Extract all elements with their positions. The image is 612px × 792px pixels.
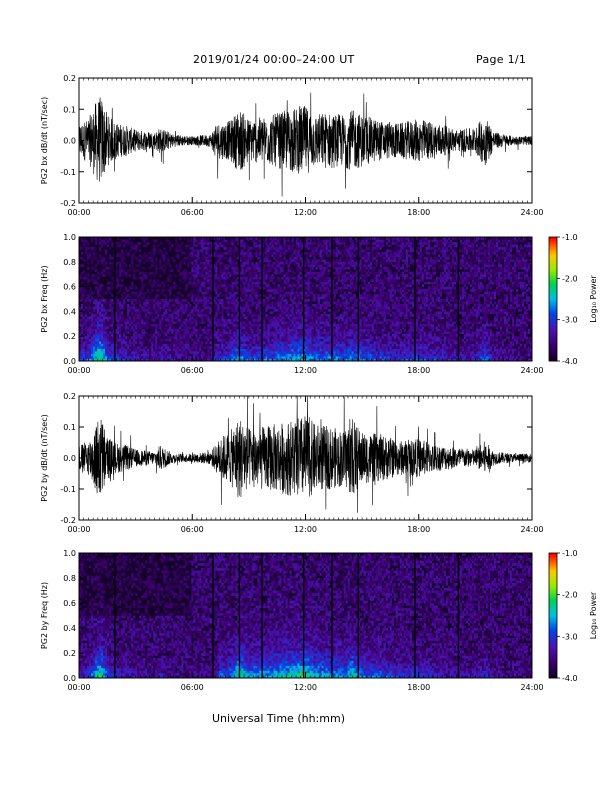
y-tick-label: 0.2: [63, 74, 76, 83]
y-tick-label: 0.8: [63, 574, 76, 583]
x-tick-label: 12:00: [294, 683, 317, 692]
y-tick-label: -0.1: [60, 168, 76, 177]
colorbar-tick-label: -2.0: [562, 591, 578, 600]
y-tick-label: 0.0: [63, 137, 76, 146]
x-tick-label: 12:00: [294, 366, 317, 375]
x-tick-label: 06:00: [181, 366, 204, 375]
x-tick-label: 06:00: [181, 683, 204, 692]
panel-2: [79, 237, 532, 361]
y-tick-label: 0.0: [63, 674, 76, 683]
colorbar: [549, 553, 560, 678]
x-tick-label: 24:00: [520, 683, 543, 692]
y-tick-label: 0.8: [63, 258, 76, 267]
x-tick-label: 00:00: [67, 208, 90, 217]
panel-1: [79, 78, 532, 203]
y-tick-label: -0.2: [60, 516, 76, 525]
y-tick-label: -0.1: [60, 485, 76, 494]
colorbar-tick-label: -1.0: [562, 233, 578, 242]
y-tick-label: 0.1: [63, 423, 76, 432]
y-tick-label: 0.6: [63, 283, 76, 292]
y-axis-title: PG2 by dB/dt (nT/sec): [40, 414, 49, 501]
y-tick-label: 0.0: [63, 357, 76, 366]
panel-3: [79, 396, 532, 520]
colorbar-label: Log₁₀ Power: [589, 275, 598, 323]
y-tick-label: 0.2: [63, 392, 76, 401]
y-tick-label: 0.4: [63, 624, 76, 633]
y-tick-label: 0.0: [63, 454, 76, 463]
dbdt-trace: [79, 396, 532, 513]
x-tick-label: 18:00: [407, 683, 430, 692]
magnetometer-figure: 00:00 06:00 12:00 18:00 24:00 -0.2 -0.1 0.0 0.1 0…: [0, 0, 612, 792]
x-tick-label: 24:00: [520, 366, 543, 375]
colorbar-tick-label: -2.0: [562, 274, 578, 283]
y-axis-title: PG2 by Freq (Hz): [40, 582, 49, 649]
colorbar-tick-label: -4.0: [562, 674, 578, 683]
colorbar-tick-label: -1.0: [562, 549, 578, 558]
x-tick-label: 00:00: [67, 683, 90, 692]
dbdt-trace: [79, 93, 532, 197]
colorbar: [549, 237, 560, 361]
x-tick-label: 00:00: [67, 525, 90, 534]
colorbar-tick-label: -3.0: [562, 316, 578, 325]
x-tick-label: 24:00: [520, 208, 543, 217]
x-tick-label: 24:00: [520, 525, 543, 534]
colorbar-label: Log₁₀ Power: [589, 591, 598, 639]
x-tick-label: 00:00: [67, 366, 90, 375]
y-tick-label: 0.4: [63, 307, 76, 316]
y-axis-title: PG2 bx Freq (Hz): [40, 265, 49, 332]
x-tick-label: 18:00: [407, 208, 430, 217]
x-tick-label: 06:00: [181, 208, 204, 217]
y-tick-label: -0.2: [60, 199, 76, 208]
y-tick-label: 0.2: [63, 332, 76, 341]
x-axis-title: Universal Time (hh:mm): [212, 712, 345, 725]
x-tick-label: 18:00: [407, 366, 430, 375]
y-tick-label: 0.1: [63, 105, 76, 114]
colorbar-tick-label: -3.0: [562, 632, 578, 641]
y-tick-label: 1.0: [63, 549, 76, 558]
x-tick-label: 12:00: [294, 208, 317, 217]
x-tick-label: 12:00: [294, 525, 317, 534]
panel-4: [79, 553, 532, 678]
y-axis-title: PG2 bx dB/dt (nT/sec): [40, 97, 49, 184]
y-tick-label: 0.6: [63, 599, 76, 608]
colorbar-tick-label: -4.0: [562, 357, 578, 366]
y-tick-label: 1.0: [63, 233, 76, 242]
y-tick-label: 0.2: [63, 649, 76, 658]
x-tick-label: 18:00: [407, 525, 430, 534]
x-tick-label: 06:00: [181, 525, 204, 534]
